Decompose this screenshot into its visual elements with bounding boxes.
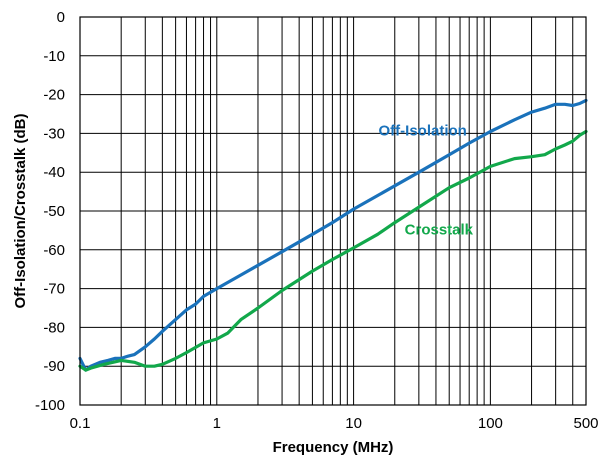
- x-axis-title: Frequency (MHz): [273, 439, 394, 456]
- series-label-crosstalk: Crosstalk: [405, 221, 474, 238]
- x-tick-label: 100: [478, 415, 503, 432]
- y-tick-label: -100: [35, 397, 65, 414]
- y-tick-label: -50: [43, 203, 65, 220]
- series-line-crosstalk: [78, 129, 588, 372]
- x-tick-labels: 0.1 1 10 100 500: [70, 415, 599, 432]
- y-axis-title: Off-Isolation/Crosstalk (dB): [12, 113, 29, 308]
- x-tick-label: 1: [213, 415, 221, 432]
- y-tick-label: -20: [43, 87, 65, 104]
- series-labels: Off-Isolation Crosstalk: [379, 122, 474, 238]
- y-tick-labels: 0 -10 -20 -30 -40 -50 -60 -70 -80 -90 -100: [35, 9, 65, 414]
- y-tick-label: -60: [43, 242, 65, 259]
- x-tick-label: 500: [573, 415, 598, 432]
- y-tick-label: -80: [43, 319, 65, 336]
- y-tick-label: -10: [43, 48, 65, 65]
- series-line-off-isolation: [78, 98, 588, 372]
- y-tick-label: -40: [43, 164, 65, 181]
- series-layer: [78, 98, 588, 372]
- x-tick-label: 10: [345, 415, 362, 432]
- y-tick-label: -30: [43, 125, 65, 142]
- series-label-off-isolation: Off-Isolation: [379, 122, 467, 139]
- y-tick-label: -90: [43, 358, 65, 375]
- grid: [79, 16, 587, 406]
- y-tick-label: 0: [57, 9, 65, 26]
- plot-frame: [79, 16, 587, 406]
- x-tick-label: 0.1: [70, 415, 91, 432]
- y-tick-label: -70: [43, 281, 65, 298]
